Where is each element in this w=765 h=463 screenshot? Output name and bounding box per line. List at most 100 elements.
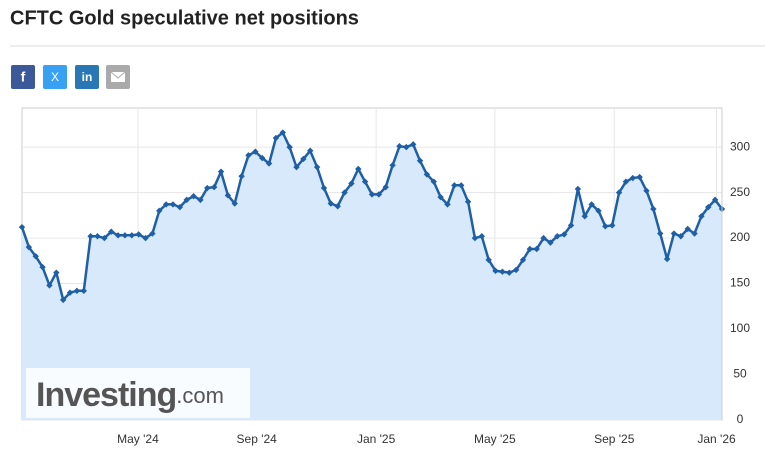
chart-title: CFTC Gold speculative net positions [10,7,359,29]
marker [217,168,225,175]
share-bar: f X in [11,65,130,89]
marker [698,213,705,220]
linkedin-icon: in [82,70,93,84]
x-tick-label: May '25 [474,432,516,446]
marker [66,289,74,296]
marker [492,267,499,275]
y-tick-label: 250 [730,185,750,199]
marker [80,287,87,295]
x-tick-label: Sep '24 [237,432,278,446]
marker [320,184,328,192]
marker [169,201,177,208]
marker [615,189,623,196]
marker [245,152,252,159]
marker [142,234,149,242]
marker [437,193,444,201]
marker [567,222,575,229]
marker [595,207,602,214]
x-tick-label: May '24 [117,432,159,446]
marker [355,165,362,173]
marker [657,230,664,237]
x-button[interactable] [43,65,67,89]
marker [313,163,321,171]
marker [458,182,465,189]
y-tick-label: 150 [730,276,750,290]
marker [190,193,197,200]
marker [101,234,108,242]
watermark-brand: Investing [36,376,176,414]
marker [300,155,307,163]
marker [73,287,81,295]
marker [272,134,280,142]
x-tick-label: Jan '25 [357,432,396,446]
marker [162,201,170,208]
marker [265,160,273,167]
marker [18,223,26,231]
marker [430,178,437,185]
marker [149,230,156,237]
marker [691,230,698,237]
marker [114,232,122,239]
marker [602,223,609,230]
marker [87,233,94,240]
marker [554,233,561,240]
marker [547,239,554,246]
marker [224,192,232,199]
marker [499,268,506,275]
y-tick-label: 100 [730,321,750,335]
marker [663,255,671,263]
marker [506,269,513,276]
marker [25,243,33,251]
x-tick-label: Sep '25 [594,432,635,446]
marker [464,198,472,205]
marker [108,228,115,235]
marker [258,154,266,162]
watermark-bg [26,368,250,418]
marker [451,182,458,189]
marker [705,203,712,211]
linkedin-button[interactable] [75,65,99,89]
marker [512,266,520,274]
marker [348,180,355,187]
facebook-button[interactable] [11,65,35,89]
marker [485,256,492,264]
marker [361,178,369,185]
marker [526,245,534,253]
marker [231,200,238,207]
marker [382,183,389,191]
marker [650,205,657,213]
marker [176,203,184,211]
marker [183,196,190,204]
y-tick-label: 0 [737,412,744,426]
marker [588,201,595,208]
email-flap [110,71,126,79]
marker [519,256,527,264]
marker [121,232,129,239]
y-tick-label: 50 [733,367,747,381]
marker [252,148,259,155]
watermark: Investing.com [36,376,224,414]
watermark-suffix: .com [176,383,224,408]
marker [238,173,245,180]
marker [286,143,293,151]
marker [643,187,650,194]
marker [670,230,678,237]
marker [403,143,410,151]
marker [423,171,431,178]
marker [341,189,348,196]
marker [581,213,588,220]
marker [629,174,636,182]
marker [135,231,142,238]
marker [53,269,60,276]
marker [279,129,286,136]
marker [636,173,643,181]
marker [94,233,101,240]
marker [684,225,691,233]
marker [444,201,451,208]
marker [540,234,547,242]
marker [32,253,39,260]
marker [334,203,341,210]
marker [59,296,67,304]
marker [409,141,417,148]
